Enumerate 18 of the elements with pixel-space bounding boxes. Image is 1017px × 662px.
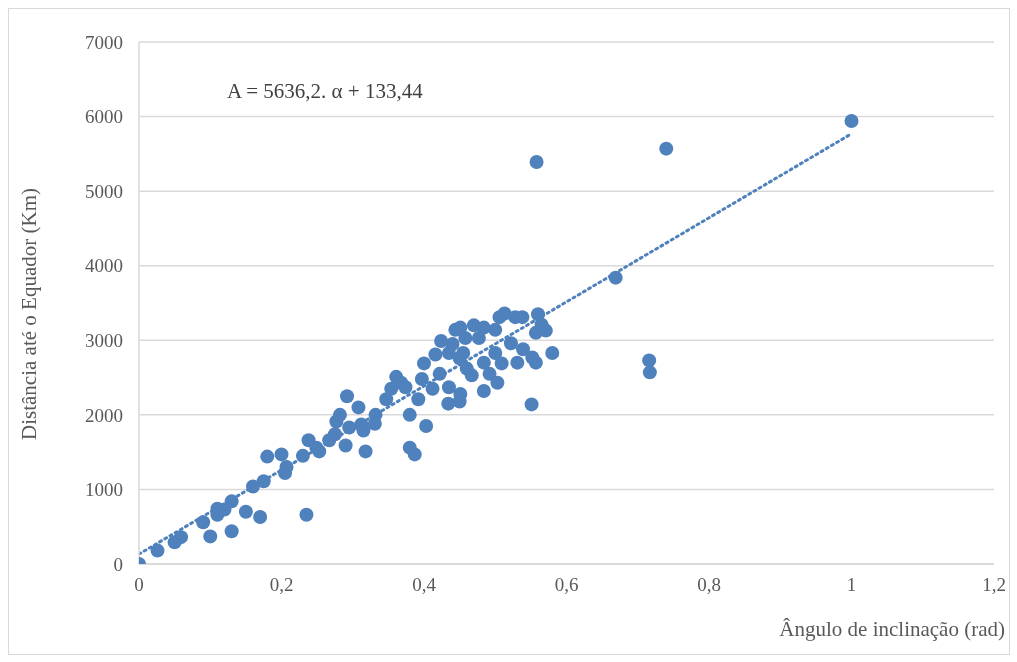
y-tick-label: 4000: [85, 255, 123, 277]
y-tick-label: 5000: [85, 180, 123, 202]
y-tick-label: 0: [113, 553, 123, 575]
x-tick-label: 0,4: [412, 574, 437, 596]
y-tick-label: 6000: [85, 106, 123, 128]
y-tick-label: 7000: [85, 31, 123, 53]
y-tick-label: 3000: [85, 330, 123, 352]
x-tick-label: 0,6: [554, 574, 579, 596]
y-tick-label: 1000: [85, 479, 123, 501]
x-tick-label: 0: [134, 574, 144, 596]
x-tick-label: 0,8: [697, 574, 721, 596]
x-axis-title: Ângulo de inclinação (rad): [779, 617, 1005, 642]
x-tick-label: 1: [846, 574, 857, 596]
y-tick-label: 2000: [85, 404, 123, 426]
y-axis-title: Distância até o Equador (Km): [16, 188, 42, 440]
annotation: A = 5636,2. α + 133,44: [227, 79, 423, 104]
x-tick-label: 0,2: [269, 574, 294, 596]
x-tick-label: 1,2: [982, 574, 1006, 596]
